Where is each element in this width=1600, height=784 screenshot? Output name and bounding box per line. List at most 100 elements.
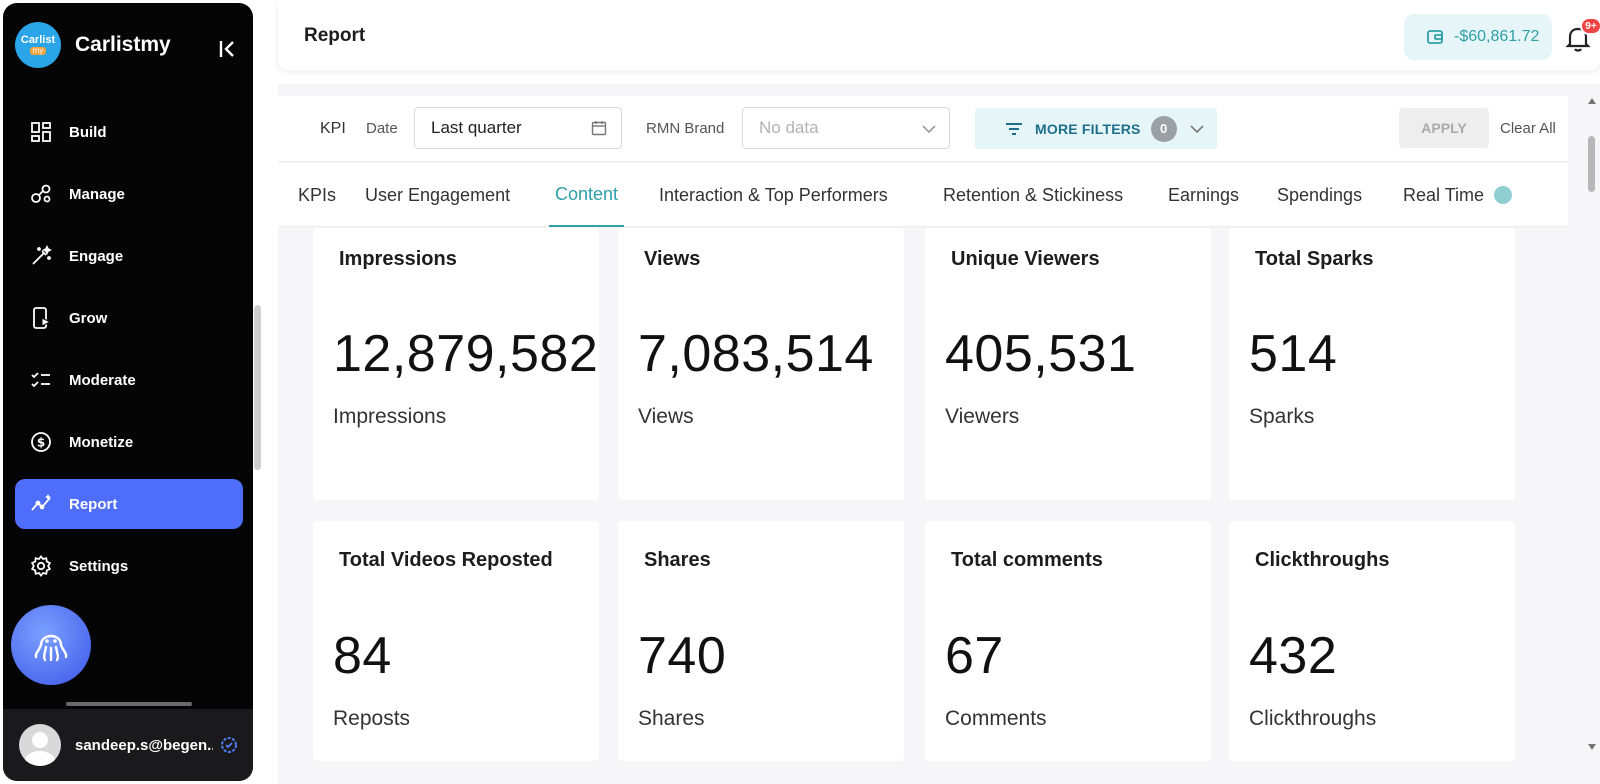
card-value: 432: [1249, 627, 1338, 685]
octopus-icon: [34, 634, 68, 662]
date-range-value: Last quarter: [431, 118, 522, 137]
wallet-amount: -$60,861.72: [1454, 28, 1540, 45]
card-value: 67: [945, 627, 1004, 685]
sidebar-item-report[interactable]: Report: [15, 479, 243, 529]
trend-line-icon: [29, 492, 53, 516]
more-filters-label: MORE FILTERS: [1035, 120, 1141, 137]
mobile-play-icon: [29, 306, 53, 330]
calendar-icon: [591, 121, 607, 136]
user-profile[interactable]: sandeep.s@begen...: [3, 709, 253, 781]
date-label: Date: [366, 120, 398, 137]
chevron-down-icon: [922, 125, 936, 134]
tab-content[interactable]: Content: [549, 163, 625, 227]
tab-interaction-top-performers[interactable]: Interaction & Top Performers: [659, 184, 888, 205]
collapse-sidebar-icon[interactable]: [215, 36, 241, 62]
main-scrollbar[interactable]: [1586, 96, 1598, 756]
kpi-card-total-videos-reposted: Total Videos Reposted 84 Reposts: [313, 521, 599, 761]
tab-earnings[interactable]: Earnings: [1168, 184, 1240, 205]
kpi-card-views: Views 7,083,514 Views: [618, 228, 904, 500]
card-value: 514: [1249, 325, 1338, 383]
wallet-balance-button[interactable]: -$60,861.72: [1404, 14, 1552, 60]
card-unit: Comments: [945, 707, 1047, 730]
tab-retention-stickiness[interactable]: Retention & Stickiness: [943, 184, 1124, 205]
user-email: sandeep.s@begen...: [75, 736, 213, 754]
card-unit: Reposts: [333, 707, 411, 730]
card-unit: Views: [638, 405, 694, 428]
card-title: Total Videos Reposted: [339, 549, 553, 571]
sidebar-item-label: Settings: [69, 557, 129, 575]
card-title: Clickthroughs: [1255, 549, 1390, 571]
kpi-card-total-sparks: Total Sparks 514 Sparks: [1229, 228, 1515, 500]
brand[interactable]: Carlist my Carlistmy: [15, 22, 171, 68]
magic-wand-icon: [29, 244, 53, 268]
sidebar-item-monetize[interactable]: $ Monetize: [15, 417, 243, 467]
clear-all-link[interactable]: Clear All: [1500, 120, 1556, 137]
scroll-down-arrow-icon[interactable]: [1588, 744, 1596, 750]
sidebar-item-grow[interactable]: Grow: [15, 293, 243, 343]
more-filters-button[interactable]: MORE FILTERS 0: [975, 108, 1217, 149]
card-value: 84: [333, 627, 392, 685]
sidebar-item-label: Manage: [69, 185, 125, 203]
nodes-icon: [29, 182, 53, 206]
tab-spendings[interactable]: Spendings: [1277, 184, 1363, 205]
card-unit: Shares: [638, 707, 705, 730]
card-title: Total comments: [951, 549, 1103, 571]
svg-text:$: $: [37, 436, 45, 450]
grid-icon: [29, 120, 53, 144]
tab-kpis[interactable]: KPIs: [298, 184, 337, 205]
apply-button[interactable]: APPLY: [1399, 108, 1489, 148]
card-title: Impressions: [339, 248, 457, 270]
sidebar-item-label: Moderate: [69, 371, 136, 389]
sidebar-drag-handle[interactable]: [66, 702, 192, 706]
report-tabs: KPIs User Engagement Content Interaction…: [278, 163, 1568, 227]
wallet-icon: [1427, 30, 1443, 44]
filter-bar: KPI Date Last quarter RMN Brand No data …: [278, 96, 1568, 162]
sidebar-nav: Build Manage Engage Grow Moderate: [15, 107, 243, 603]
sidebar-item-build[interactable]: Build: [15, 107, 243, 157]
rmn-brand-label: RMN Brand: [646, 120, 725, 137]
checklist-icon: [29, 368, 53, 392]
scroll-up-arrow-icon[interactable]: [1588, 98, 1596, 104]
card-unit: Impressions: [333, 405, 447, 428]
sidebar-item-settings[interactable]: Settings: [15, 541, 243, 591]
page-title: Report: [304, 25, 366, 46]
date-range-picker[interactable]: Last quarter: [414, 107, 622, 149]
kpi-card-impressions: Impressions 12,879,582 Impressions: [313, 228, 599, 500]
kpi-label: KPI: [320, 120, 346, 137]
gear-icon: [29, 554, 53, 578]
card-value: 740: [638, 627, 727, 685]
sidebar-item-moderate[interactable]: Moderate: [15, 355, 243, 405]
card-title: Views: [644, 248, 701, 270]
sidebar-item-engage[interactable]: Engage: [15, 231, 243, 281]
tab-label: Real Time: [1403, 184, 1485, 205]
card-title: Unique Viewers: [951, 248, 1100, 270]
sidebar-item-label: Engage: [69, 247, 124, 265]
notifications-bell-icon[interactable]: [1562, 22, 1594, 54]
sidebar-item-label: Report: [69, 495, 118, 513]
chevron-down-icon: [1190, 124, 1204, 133]
notification-count-badge: 9+: [1580, 17, 1600, 35]
card-unit: Sparks: [1249, 405, 1315, 428]
kpi-card-shares: Shares 740 Shares: [618, 521, 904, 761]
sidebar-scrollbar[interactable]: [254, 305, 261, 470]
sidebar-item-manage[interactable]: Manage: [15, 169, 243, 219]
tab-user-engagement[interactable]: User Engagement: [365, 184, 511, 205]
card-value: 12,879,582: [333, 325, 599, 383]
card-value: 405,531: [945, 325, 1137, 383]
tab-real-time[interactable]: Real Time: [1403, 163, 1513, 227]
rmn-brand-select[interactable]: No data: [742, 107, 950, 149]
kpi-card-clickthroughs: Clickthroughs 432 Clickthroughs: [1229, 521, 1515, 761]
scrollbar-thumb[interactable]: [1588, 136, 1595, 192]
brand-name: Carlistmy: [75, 33, 171, 56]
sidebar-item-label: Monetize: [69, 433, 134, 451]
card-value: 7,083,514: [638, 325, 874, 383]
card-title: Shares: [644, 549, 711, 571]
octopus-assistant-button[interactable]: [11, 605, 91, 685]
card-title: Total Sparks: [1255, 248, 1374, 270]
avatar: [19, 724, 61, 766]
filter-icon: [1006, 122, 1022, 135]
sidebar-item-label: Build: [69, 123, 107, 141]
live-indicator-icon: [1494, 186, 1513, 204]
dollar-circle-icon: $: [29, 430, 53, 454]
verified-badge-icon: [221, 737, 237, 753]
